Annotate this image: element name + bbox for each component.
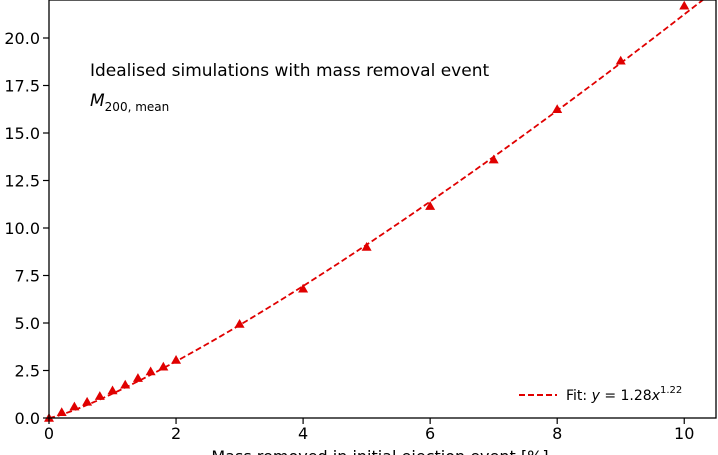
axis-ticks: 0 2 4 6 8 10 0.0 2.5 5.0 7.5 10.0 12.5 15.0 17.5 20.0 [4,29,694,443]
plot-frame [48,0,717,419]
y-tick-label: 10.0 [4,219,40,238]
legend-fit-label: Fit: y = 1.28x1.22 [566,385,682,404]
data-point [56,407,67,417]
legend: Fit: y = 1.28x1.22 [519,385,682,404]
y-tick-label: 17.5 [4,77,40,96]
x-axis-label: Mass removed in initial ejection event [… [211,447,548,455]
y-tick-label: 20.0 [4,29,40,48]
x-tick-label: 4 [298,424,308,443]
data-point [120,379,131,389]
data-point [488,154,499,164]
data-point [298,283,309,293]
data-point [82,396,93,406]
data-point [361,242,372,251]
y-tick-label: 5.0 [15,314,40,333]
data-point [94,391,105,400]
data-point [132,373,143,382]
x-tick-label: 2 [171,424,181,443]
data-point [107,385,118,395]
y-tick-label: 2.5 [15,362,40,381]
y-tick-label: 12.5 [4,172,40,191]
y-tick-label: 15.0 [4,124,40,143]
data-points-layer [44,0,690,422]
annotation-subtitle: M200, mean [90,91,169,114]
data-point [145,366,156,376]
x-tick-label: 0 [44,424,54,443]
data-point [234,318,245,328]
data-point [679,0,690,10]
x-tick-label: 10 [674,424,694,443]
data-point [158,361,169,371]
data-point [552,104,563,113]
x-tick-label: 8 [552,424,562,443]
annotation-title: Idealised simulations with mass removal … [90,61,489,81]
y-tick-label: 0.0 [15,409,40,428]
data-point [425,201,436,210]
x-tick-label: 6 [425,424,435,443]
y-tick-label: 7.5 [15,267,40,286]
data-point [69,401,80,411]
data-point [171,355,182,364]
data-point [615,55,626,65]
